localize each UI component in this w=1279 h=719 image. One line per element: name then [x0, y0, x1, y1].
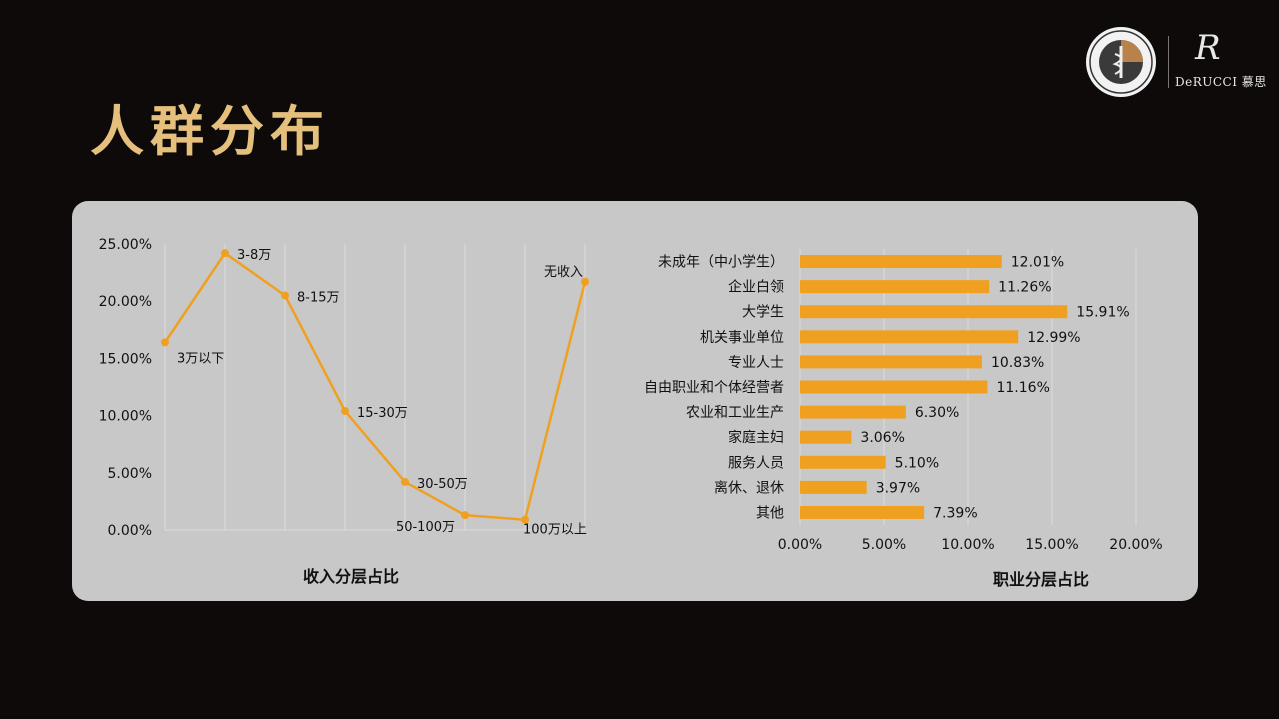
logo-divider	[1168, 36, 1169, 88]
data-label: 11.26%	[998, 280, 1051, 296]
category-label: 企业白领	[728, 279, 784, 296]
category-label: 3-8万	[237, 248, 271, 263]
data-label: 10.83%	[991, 355, 1044, 371]
data-point-6	[461, 511, 469, 520]
y-tick-label: 5.00%	[108, 466, 152, 482]
data-point-3	[281, 291, 289, 300]
data-label: 12.99%	[1027, 330, 1080, 346]
category-label: 50-100万	[396, 520, 455, 535]
brand-logo-text: DeRUCCI 慕思	[1175, 75, 1267, 89]
data-point-4	[341, 407, 349, 416]
bar-3	[800, 305, 1068, 319]
chart-title-income: 收入分层占比	[303, 567, 399, 586]
x-tick-label: 10.00%	[941, 537, 994, 553]
category-label: 大学生	[742, 305, 784, 321]
data-point-2	[221, 249, 229, 258]
category-label: 自由职业和个体经营者	[644, 380, 784, 396]
data-point-1	[161, 338, 169, 347]
bar-5	[800, 355, 982, 369]
brand-mark: R	[1195, 28, 1221, 68]
category-label: 服务人员	[728, 455, 784, 471]
bar-2	[800, 280, 990, 294]
bar-9	[800, 455, 886, 469]
y-tick-label: 15.00%	[99, 351, 152, 367]
bar-10	[800, 480, 867, 494]
category-label: 8-15万	[297, 290, 340, 305]
data-label: 15.91%	[1076, 305, 1129, 321]
bar-6	[800, 380, 988, 394]
data-label: 3.06%	[860, 430, 904, 446]
x-tick-label: 20.00%	[1109, 537, 1162, 553]
income-line-chart: 0.00% 5.00% 10.00% 15.00% 20.00% 25.00% 3万以下 3-…	[99, 237, 589, 586]
category-label: 机关事业单位	[700, 330, 784, 346]
category-label: 3万以下	[177, 351, 224, 366]
y-tick-label: 10.00%	[99, 409, 152, 425]
category-label: 农业和工业生产	[686, 405, 784, 421]
data-point-5	[401, 477, 409, 486]
data-label: 7.39%	[933, 505, 977, 521]
data-point-8	[581, 277, 589, 286]
data-label: 5.10%	[895, 455, 939, 471]
category-label: 30-50万	[417, 477, 468, 492]
category-label: 未成年（中小学生）	[658, 255, 784, 271]
x-tick-label: 15.00%	[1025, 537, 1078, 553]
chart-title-occupation: 职业分层占比	[993, 570, 1089, 589]
category-label: 无收入	[544, 265, 583, 280]
category-label: 15-30万	[357, 406, 408, 421]
x-tick-label: 0.00%	[778, 537, 822, 553]
category-label: 专业人士	[728, 355, 784, 371]
bar-11	[800, 505, 925, 519]
slide-title: 人群分布	[90, 100, 330, 163]
category-label: 家庭主妇	[728, 429, 784, 446]
bar-1	[800, 255, 1002, 269]
logo-area: R DeRUCCI 慕思	[1085, 26, 1266, 98]
y-tick-label: 20.00%	[99, 294, 152, 310]
data-label: 12.01%	[1011, 255, 1064, 271]
occupation-bar-chart: 0.00% 5.00% 10.00% 15.00% 20.00% 未成年（中小学生） 12.…	[644, 249, 1163, 589]
y-tick-label: 25.00%	[99, 237, 152, 253]
x-tick-label: 5.00%	[862, 537, 906, 553]
bar-8	[800, 430, 852, 444]
category-label: 其他	[756, 505, 784, 521]
society-seal-icon	[1086, 27, 1156, 97]
category-label: 离休、退休	[714, 479, 784, 496]
income-series-line	[163, 251, 587, 521]
data-label: 3.97%	[876, 480, 920, 496]
chart-panel: 0.00% 5.00% 10.00% 15.00% 20.00% 25.00% 3万以下 3-…	[72, 201, 1198, 601]
bar-7	[800, 405, 906, 419]
bar-4	[800, 330, 1019, 344]
y-tick-label: 0.00%	[108, 523, 152, 539]
data-label: 11.16%	[996, 380, 1049, 396]
data-point-7	[521, 515, 529, 524]
data-label: 6.30%	[915, 405, 959, 421]
category-label: 100万以上	[523, 523, 587, 538]
